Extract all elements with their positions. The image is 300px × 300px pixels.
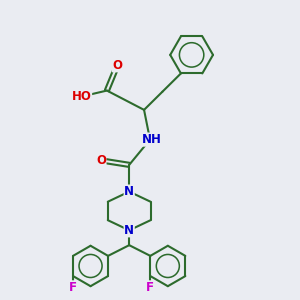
Text: F: F (69, 281, 77, 294)
Text: F: F (146, 281, 154, 294)
Text: N: N (124, 224, 134, 237)
Text: NH: NH (142, 133, 161, 146)
Text: O: O (96, 154, 106, 167)
Text: N: N (124, 185, 134, 198)
Text: O: O (112, 59, 122, 72)
Text: HO: HO (72, 90, 92, 103)
